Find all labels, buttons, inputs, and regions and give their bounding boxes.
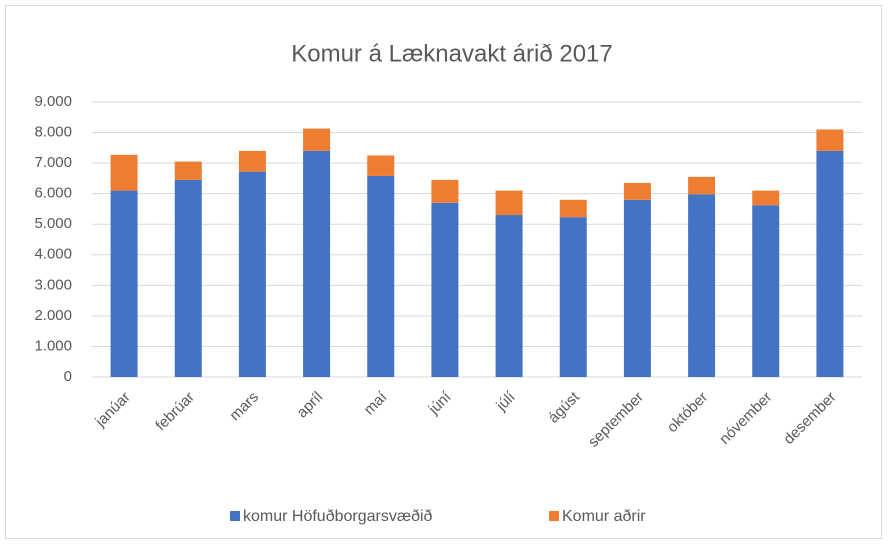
y-tick-label: 0 — [64, 368, 72, 385]
bar-segment — [174, 179, 202, 377]
bar-segment — [623, 199, 651, 377]
bar-segment — [303, 128, 331, 151]
bar-segment — [559, 217, 587, 377]
legend-swatch — [230, 511, 240, 521]
bar-segment — [110, 154, 138, 191]
y-tick-label: 9.000 — [34, 93, 72, 110]
legend-label: komur Höfuðborgarsvæðið — [243, 508, 433, 525]
bar-segment — [431, 202, 459, 377]
bar-segment — [816, 129, 844, 151]
bar-segment — [367, 175, 395, 377]
legend-label: Komur aðrir — [562, 508, 646, 525]
y-tick-label: 6.000 — [34, 185, 72, 202]
legend-swatch — [549, 511, 559, 521]
bar-segment — [174, 161, 202, 180]
bar-segment — [431, 179, 459, 203]
bar-segment — [559, 199, 587, 218]
y-tick-label: 2.000 — [34, 307, 72, 324]
bar-segment — [495, 190, 523, 216]
bar-segment — [367, 155, 395, 176]
y-tick-label: 3.000 — [34, 276, 72, 293]
y-tick-label: 1.000 — [34, 337, 72, 354]
bar-segment — [303, 150, 331, 377]
bar-segment — [238, 150, 266, 172]
bar-segment — [816, 150, 844, 377]
y-tick-label: 7.000 — [34, 154, 72, 171]
bar-segment — [110, 190, 138, 377]
bar-segment — [688, 176, 716, 195]
bar-segment — [688, 194, 716, 377]
bar-segment — [495, 215, 523, 377]
y-tick-label: 4.000 — [34, 246, 72, 263]
bar-segment — [238, 171, 266, 377]
bar-segment — [623, 182, 651, 200]
chart-title: Komur á Læknavakt árið 2017 — [291, 40, 613, 67]
bar-segment — [752, 190, 780, 206]
bar-segment — [752, 205, 780, 377]
y-tick-label: 5.000 — [34, 215, 72, 232]
y-tick-label: 8.000 — [34, 124, 72, 141]
